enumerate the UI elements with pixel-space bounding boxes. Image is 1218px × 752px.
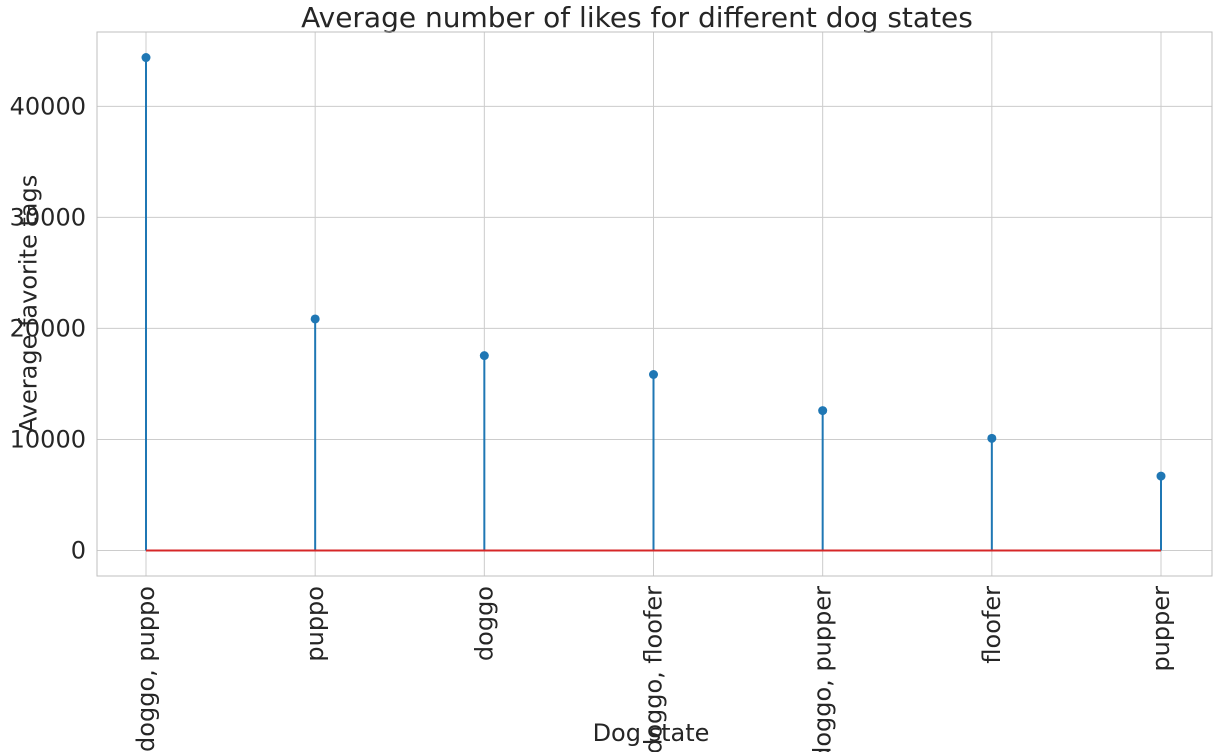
x-tick-label: doggo, pupper [809,586,837,752]
x-tick-label: puppo [301,586,329,662]
y-tick-label: 40000 [10,92,86,120]
x-tick-label: doggo, puppo [132,586,160,752]
y-tick-label: 20000 [10,314,86,342]
stem-marker [479,351,489,361]
x-tick-label: doggo, floofer [640,586,668,752]
y-axis-label: Average favorite tags [14,175,42,433]
x-tick-label: doggo [470,586,498,661]
plot-area: 0 10000 20000 30000 40000 doggo, puppo puppo do… [10,31,1213,752]
chart-title: Average number of likes for different do… [301,1,973,34]
y-tick-label: 30000 [10,203,86,231]
x-tick-label: floofer [978,586,1006,664]
y-tick-label: 0 [71,536,86,564]
stem-marker [141,53,151,63]
y-tick-label: 10000 [10,425,86,453]
stem-marker [649,369,658,379]
plot-frame [96,31,1213,577]
x-axis-label: Dog state [593,719,710,747]
stem-marker [310,314,320,324]
stem-marker [987,433,997,443]
stem-marker [818,406,828,416]
stem-marker [1156,471,1166,481]
x-tick-label: pupper [1147,586,1175,672]
